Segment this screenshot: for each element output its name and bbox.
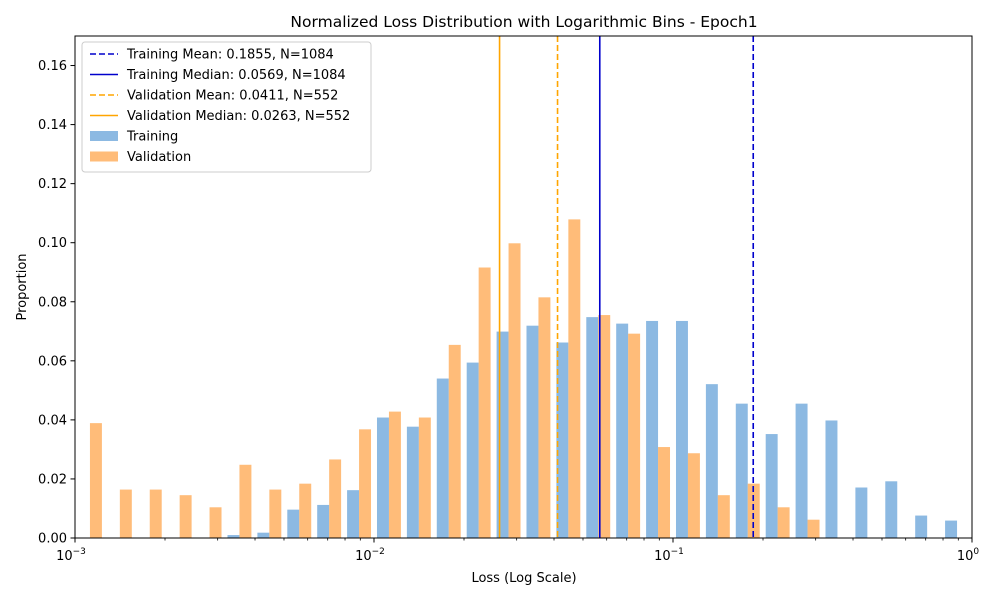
bar-validation-20 — [687, 453, 700, 538]
legend-label: Training Mean: 0.1855, N=1084 — [126, 48, 334, 63]
bar-validation-9 — [359, 429, 372, 538]
bar-training-12 — [436, 378, 449, 538]
legend-label: Training Median: 0.0569, N=1084 — [126, 68, 346, 83]
bar-training-11 — [406, 426, 419, 538]
bar-training-13 — [466, 362, 479, 538]
bar-validation-16 — [568, 219, 581, 539]
bar-validation-4 — [209, 507, 222, 538]
bar-training-23 — [765, 434, 778, 538]
y-tick-label: 0.08 — [38, 295, 67, 310]
y-tick-label: 0.02 — [38, 472, 67, 487]
bar-validation-3 — [179, 495, 192, 538]
bar-training-17 — [586, 317, 599, 538]
x-tick-label: 10−1 — [654, 547, 684, 564]
bar-training-27 — [885, 481, 898, 538]
bar-validation-22 — [747, 483, 760, 538]
legend-patch-swatch — [90, 131, 118, 141]
bar-training-7 — [287, 509, 300, 538]
bar-validation-19 — [658, 447, 671, 538]
bar-validation-7 — [299, 483, 312, 538]
bar-validation-14 — [508, 243, 521, 539]
bar-validation-10 — [388, 411, 401, 538]
bar-training-10 — [376, 417, 389, 538]
bar-training-16 — [556, 342, 569, 538]
bar-training-26 — [855, 487, 868, 538]
y-axis-label: Proportion — [15, 253, 30, 320]
bar-training-22 — [735, 403, 748, 538]
y-tick-label: 0.12 — [38, 177, 67, 192]
bar-training-5 — [227, 535, 240, 538]
bar-training-14 — [496, 331, 509, 538]
y-tick-label: 0.16 — [38, 59, 67, 74]
bar-training-28 — [915, 515, 928, 538]
legend-label: Training — [126, 130, 178, 145]
bar-validation-24 — [807, 519, 820, 538]
bar-validation-12 — [448, 344, 461, 538]
bar-validation-23 — [777, 507, 790, 538]
bar-validation-13 — [478, 267, 491, 538]
y-tick-label: 0.14 — [38, 118, 67, 133]
chart-title: Normalized Loss Distribution with Logari… — [290, 13, 757, 31]
bar-validation-0 — [89, 423, 102, 538]
legend-label: Validation — [127, 150, 191, 165]
bar-validation-2 — [149, 489, 162, 538]
bar-training-29 — [945, 520, 958, 538]
legend-patch-swatch — [90, 151, 118, 162]
bar-training-15 — [526, 325, 539, 538]
bar-validation-21 — [717, 495, 730, 538]
reference-lines-layer — [498, 36, 755, 538]
y-axis: 0.00 0.02 0.04 0.06 0.08 0.10 0.12 0.14 0.16 — [38, 59, 75, 547]
bar-validation-6 — [269, 489, 282, 538]
bar-validation-15 — [538, 297, 551, 538]
bar-validation-18 — [628, 333, 641, 538]
legend-label: Validation Median: 0.0263, N=552 — [127, 109, 350, 124]
bar-training-21 — [705, 384, 718, 538]
x-axis-label: Loss (Log Scale) — [471, 571, 576, 586]
bar-training-8 — [317, 504, 330, 538]
y-tick-label: 0.10 — [38, 236, 67, 251]
x-axis: 10−3 10−2 10−1 100 — [56, 538, 979, 564]
bars-layer — [89, 219, 958, 539]
y-tick-label: 0.06 — [38, 354, 67, 369]
legend-box — [81, 41, 372, 173]
bar-training-19 — [646, 320, 659, 538]
bar-training-20 — [675, 320, 688, 538]
bar-validation-11 — [418, 417, 431, 538]
plot-frame — [74, 35, 973, 539]
x-tick-label: 10−2 — [355, 547, 385, 564]
legend-label: Validation Mean: 0.0411, N=552 — [127, 89, 338, 104]
bar-training-25 — [825, 420, 838, 538]
y-tick-label: 0.00 — [38, 532, 67, 547]
x-tick-label: 100 — [957, 547, 980, 564]
bar-training-9 — [347, 490, 360, 538]
x-tick-label: 10−3 — [56, 547, 86, 564]
bar-training-24 — [795, 403, 808, 538]
legend: Training Mean: 0.1855, N=1084 Training Me… — [81, 41, 372, 173]
bar-training-6 — [257, 532, 270, 538]
bar-training-18 — [616, 323, 629, 538]
bar-validation-8 — [329, 459, 342, 538]
bar-validation-1 — [119, 489, 132, 538]
bar-validation-17 — [598, 315, 611, 538]
y-tick-label: 0.04 — [38, 413, 67, 428]
bar-validation-5 — [239, 464, 252, 538]
